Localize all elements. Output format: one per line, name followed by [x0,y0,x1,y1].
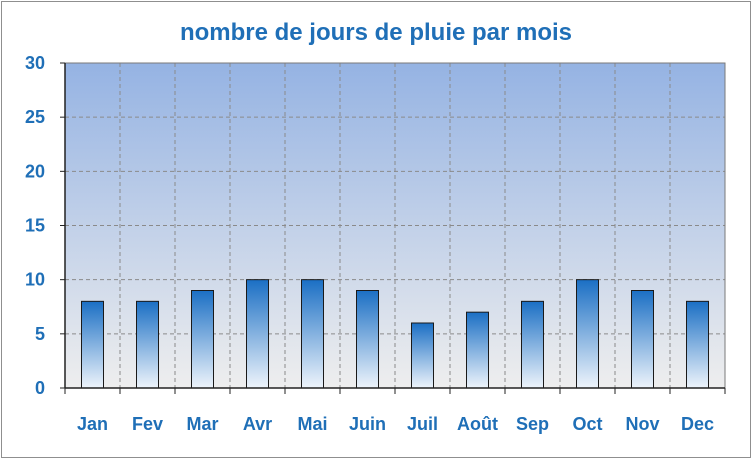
y-tick-label: 5 [35,324,45,344]
bar-sep [521,300,544,389]
x-tick-label: Juin [349,414,386,434]
bar-avr [246,279,269,389]
bar-mai [301,279,324,389]
y-tick-label: 30 [25,53,45,73]
y-tick-label: 15 [25,216,45,236]
chart-title: nombre de jours de pluie par mois [179,19,573,46]
x-tick-label: Nov [625,414,659,434]
x-tick-label: Mar [186,414,218,434]
x-tick-label: Fev [132,414,163,434]
bar-août [466,311,489,389]
x-tick-label: Juil [407,414,438,434]
bar-jan [81,300,104,389]
y-tick-label: 20 [25,161,45,181]
bar-nov [631,290,654,389]
x-tick-label: Oct [572,414,602,434]
y-tick-label: 10 [25,270,45,290]
bar-dec [686,300,709,389]
bar-mar [191,290,214,389]
x-tick-label: Avr [243,414,272,434]
x-tick-label: Dec [681,414,714,434]
x-tick-label: Août [457,414,498,434]
x-tick-label: Mai [297,414,327,434]
y-tick-label: 0 [35,378,45,398]
bar-juil [411,322,434,389]
x-tick-label: Sep [516,414,549,434]
x-tick-label: Jan [77,414,108,434]
y-tick-label: 25 [25,107,45,127]
bar-juin [356,290,379,389]
bar-fev [136,300,159,389]
bar-oct [576,279,599,389]
